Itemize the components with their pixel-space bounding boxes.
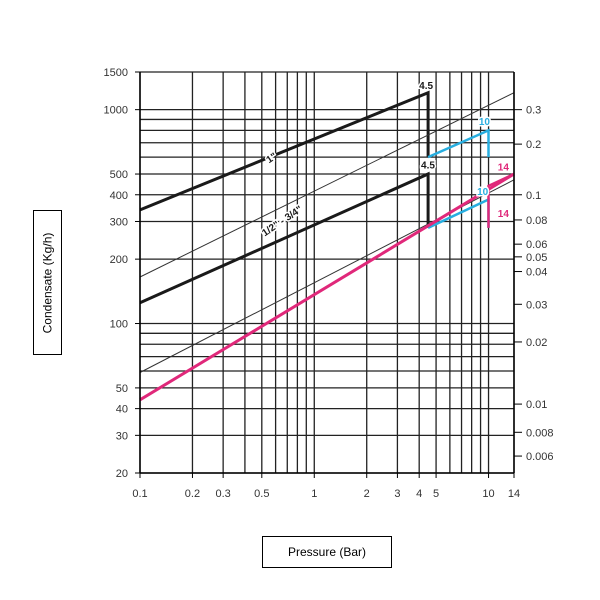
series-line-1 bbox=[139, 90, 430, 212]
x-axis-title: Pressure (Bar) bbox=[287, 545, 367, 559]
y-tick-label-right: 0.08 bbox=[526, 215, 547, 227]
grid-layer bbox=[139, 71, 515, 474]
y-tick-label-left: 40 bbox=[116, 404, 128, 416]
y-tick-label-right: 0.05 bbox=[526, 252, 547, 264]
y-tick-label-left: 100 bbox=[110, 319, 128, 331]
y-tick-label-left: 1000 bbox=[104, 105, 128, 117]
x-tick-label: 2 bbox=[364, 488, 370, 500]
x-tick-label: 3 bbox=[394, 488, 400, 500]
x-tick-label: 4 bbox=[416, 488, 422, 500]
y-tick-label-left: 30 bbox=[116, 430, 128, 442]
x-tick-label: 14 bbox=[508, 488, 520, 500]
series-line-5 bbox=[427, 128, 490, 159]
series-line-2 bbox=[139, 171, 430, 305]
x-tick-label: 10 bbox=[482, 488, 494, 500]
y-tick-label-right: 0.2 bbox=[526, 139, 541, 151]
curve-annotation: 4.5 bbox=[421, 161, 435, 172]
x-tick-label: 5 bbox=[433, 488, 439, 500]
y-tick-label-left: 1500 bbox=[104, 67, 128, 79]
x-tick-label: 0.1 bbox=[132, 488, 147, 500]
y-axis-title: Condensate (Kg/h) bbox=[40, 232, 55, 333]
series-line-3 bbox=[139, 92, 515, 278]
y-tick-label-left: 50 bbox=[116, 383, 128, 395]
curve-annotation: 10 bbox=[479, 117, 491, 128]
curve-annotation: 10 bbox=[477, 187, 489, 198]
y-axis-title-box: Condensate (Kg/h) bbox=[33, 210, 62, 355]
x-tick-label: 0.5 bbox=[254, 488, 269, 500]
y-tick-label-left: 300 bbox=[110, 216, 128, 228]
curve-annotation: 14 bbox=[498, 209, 510, 220]
x-axis-title-box: Pressure (Bar) bbox=[262, 536, 392, 568]
series-line-6 bbox=[427, 197, 490, 230]
y-tick-label-left: 20 bbox=[116, 468, 128, 480]
curve-annotation: 4.5 bbox=[419, 81, 433, 92]
series-line-7 bbox=[139, 172, 515, 402]
curve-annotation: 14 bbox=[498, 162, 510, 173]
series-line-8 bbox=[487, 172, 515, 228]
x-tick-label: 0.2 bbox=[185, 488, 200, 500]
y-tick-label-right: 0.01 bbox=[526, 399, 547, 411]
y-tick-label-right: 0.06 bbox=[526, 239, 547, 251]
axes-layer bbox=[135, 71, 522, 478]
y-tick-label-left: 200 bbox=[110, 254, 128, 266]
y-tick-label-right: 0.006 bbox=[526, 451, 554, 463]
x-tick-label: 1 bbox=[311, 488, 317, 500]
y-tick-label-left: 500 bbox=[110, 169, 128, 181]
x-tick-label: 0.3 bbox=[215, 488, 230, 500]
y-tick-label-right: 0.04 bbox=[526, 267, 547, 279]
y-tick-label-right: 0.1 bbox=[526, 190, 541, 202]
y-tick-label-right: 0.3 bbox=[526, 105, 541, 117]
y-tick-label-left: 400 bbox=[110, 190, 128, 202]
series-layer bbox=[139, 90, 515, 402]
y-tick-label-right: 0.008 bbox=[526, 427, 554, 439]
y-tick-label-right: 0.03 bbox=[526, 299, 547, 311]
y-tick-label-right: 0.02 bbox=[526, 337, 547, 349]
